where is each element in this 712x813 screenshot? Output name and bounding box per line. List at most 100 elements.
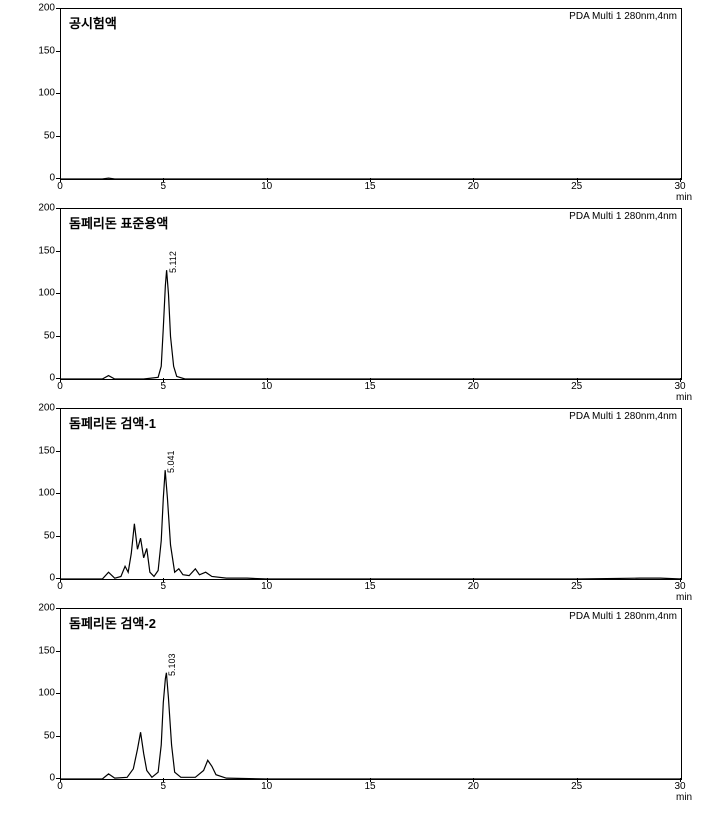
x-tick-mark	[577, 778, 578, 782]
y-tick-label: 150	[30, 45, 55, 56]
chromatogram-panel: 돔페리돈 검액-2PDA Multi 1 280nm,4nm5.10305010…	[60, 608, 692, 802]
x-tick-label: 20	[468, 381, 479, 392]
x-tick-label: 5	[161, 381, 167, 392]
x-tick-mark	[370, 378, 371, 382]
peak-label: 5.112	[168, 251, 178, 273]
x-tick-mark	[267, 578, 268, 582]
x-tick-mark	[370, 578, 371, 582]
x-tick-label: 20	[468, 781, 479, 792]
y-tick-mark	[56, 408, 60, 409]
x-tick-mark	[370, 778, 371, 782]
x-tick-label: 15	[364, 581, 375, 592]
x-tick-mark	[473, 778, 474, 782]
x-tick-mark	[577, 178, 578, 182]
x-tick-label: 10	[261, 381, 272, 392]
y-tick-mark	[56, 251, 60, 252]
x-tick-label: 15	[364, 381, 375, 392]
x-tick-mark	[370, 178, 371, 182]
x-tick-mark	[577, 378, 578, 382]
x-tick-label: 30	[674, 581, 685, 592]
x-tick-label: 20	[468, 581, 479, 592]
x-tick-label: 30	[674, 381, 685, 392]
chromatogram-panel: 공시험액PDA Multi 1 280nm,4nm050100150200051…	[60, 8, 692, 202]
x-tick-mark	[680, 178, 681, 182]
x-tick-mark	[577, 578, 578, 582]
y-tick-label: 100	[30, 288, 55, 299]
x-tick-label: 25	[571, 181, 582, 192]
y-tick-label: 150	[30, 645, 55, 656]
y-tick-label: 150	[30, 245, 55, 256]
x-axis-unit: min	[676, 592, 692, 603]
chromatogram-panel: 돔페리돈 검액-1PDA Multi 1 280nm,4nm5.04105010…	[60, 408, 692, 602]
y-tick-label: 0	[30, 773, 55, 784]
y-tick-label: 0	[30, 173, 55, 184]
y-tick-label: 100	[30, 488, 55, 499]
y-tick-label: 200	[30, 3, 55, 14]
x-tick-mark	[60, 178, 61, 182]
plot-area: 돔페리돈 검액-1PDA Multi 1 280nm,4nm5.041	[60, 408, 682, 580]
x-tick-mark	[680, 378, 681, 382]
x-tick-label: 0	[57, 181, 63, 192]
chromatogram-container: 공시험액PDA Multi 1 280nm,4nm050100150200051…	[0, 0, 712, 813]
y-tick-label: 0	[30, 373, 55, 384]
y-tick-mark	[56, 736, 60, 737]
x-tick-label: 10	[261, 581, 272, 592]
peak-label: 5.041	[166, 451, 176, 474]
y-tick-label: 50	[30, 130, 55, 141]
x-tick-label: 10	[261, 181, 272, 192]
x-tick-mark	[163, 778, 164, 782]
x-tick-label: 25	[571, 781, 582, 792]
x-tick-mark	[473, 578, 474, 582]
y-tick-label: 150	[30, 445, 55, 456]
y-tick-label: 50	[30, 730, 55, 741]
y-tick-label: 200	[30, 203, 55, 214]
x-tick-mark	[267, 178, 268, 182]
x-tick-mark	[60, 578, 61, 582]
y-tick-mark	[56, 8, 60, 9]
x-tick-label: 0	[57, 381, 63, 392]
x-tick-label: 15	[364, 181, 375, 192]
x-axis-unit: min	[676, 192, 692, 203]
y-tick-mark	[56, 51, 60, 52]
x-tick-mark	[267, 378, 268, 382]
y-tick-label: 200	[30, 603, 55, 614]
x-tick-label: 15	[364, 781, 375, 792]
y-tick-label: 0	[30, 573, 55, 584]
trace-svg	[61, 609, 681, 779]
y-tick-label: 200	[30, 403, 55, 414]
x-tick-mark	[163, 378, 164, 382]
plot-area: 돔페리돈 검액-2PDA Multi 1 280nm,4nm5.103	[60, 608, 682, 780]
trace-svg	[61, 409, 681, 579]
plot-area: 돔페리돈 표준용액PDA Multi 1 280nm,4nm5.112	[60, 208, 682, 380]
x-tick-label: 25	[571, 581, 582, 592]
x-tick-label: 30	[674, 181, 685, 192]
x-tick-label: 0	[57, 781, 63, 792]
y-tick-mark	[56, 336, 60, 337]
y-tick-mark	[56, 136, 60, 137]
y-tick-label: 100	[30, 88, 55, 99]
peak-label: 5.103	[167, 653, 177, 676]
x-tick-label: 20	[468, 181, 479, 192]
x-tick-label: 0	[57, 581, 63, 592]
x-tick-mark	[680, 578, 681, 582]
x-tick-label: 5	[161, 181, 167, 192]
plot-area: 공시험액PDA Multi 1 280nm,4nm	[60, 8, 682, 180]
x-tick-mark	[60, 778, 61, 782]
y-tick-mark	[56, 451, 60, 452]
chromatogram-panel: 돔페리돈 표준용액PDA Multi 1 280nm,4nm5.11205010…	[60, 208, 692, 402]
x-tick-mark	[473, 378, 474, 382]
y-tick-mark	[56, 93, 60, 94]
x-tick-mark	[163, 578, 164, 582]
y-tick-mark	[56, 493, 60, 494]
x-tick-mark	[473, 178, 474, 182]
x-tick-mark	[60, 378, 61, 382]
x-tick-mark	[267, 778, 268, 782]
y-tick-mark	[56, 536, 60, 537]
y-tick-label: 50	[30, 530, 55, 541]
y-tick-label: 100	[30, 688, 55, 699]
y-tick-mark	[56, 651, 60, 652]
y-tick-label: 50	[30, 330, 55, 341]
x-axis-unit: min	[676, 792, 692, 803]
x-tick-label: 30	[674, 781, 685, 792]
x-tick-label: 5	[161, 581, 167, 592]
